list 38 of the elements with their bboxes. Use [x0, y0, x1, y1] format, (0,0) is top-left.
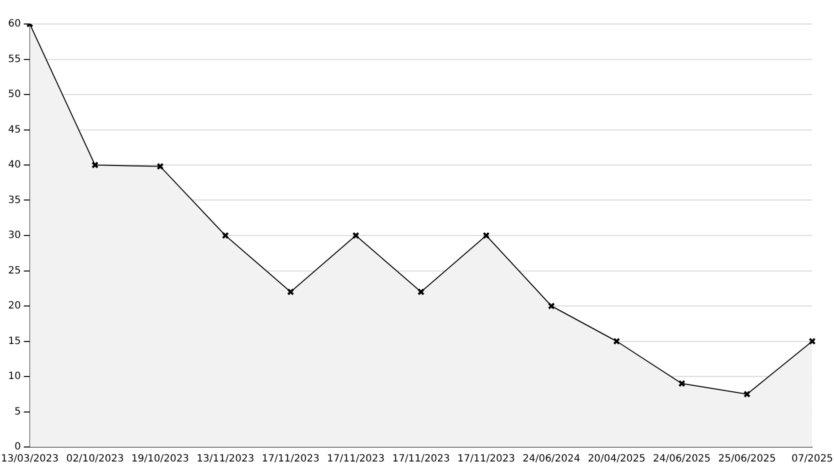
x-tick-label: 20/04/2025 [588, 454, 646, 465]
y-tick-label: 15 [8, 336, 21, 347]
point [287, 288, 294, 296]
y-tick-label: 5 [14, 406, 21, 418]
point [743, 390, 751, 398]
point [222, 232, 229, 240]
x-tick-label: 07/2025 [791, 454, 833, 465]
point [482, 232, 490, 240]
x-tick-label: 02/10/2023 [66, 454, 124, 465]
y-tick-label: 50 [8, 89, 21, 100]
x-tick-label: 25/06/2025 [718, 454, 776, 465]
y-tick-label: 10 [8, 371, 21, 382]
point [678, 380, 686, 388]
x-tick-label: 24/06/2024 [522, 454, 580, 465]
y-tick-label: 30 [8, 230, 21, 242]
y-tick-label: 55 [8, 54, 21, 65]
y-tick-label: 0 [14, 442, 21, 453]
x-tick-label: 17/11/2023 [457, 454, 516, 465]
point [808, 338, 816, 345]
point [91, 161, 99, 169]
point [156, 162, 164, 170]
x-tick-label: 19/10/2023 [131, 454, 190, 465]
y-tick-label: 40 [8, 160, 21, 171]
point [613, 338, 620, 345]
x-tick-label: 17/11/2023 [262, 454, 320, 465]
y-tick-label: 20 [8, 300, 21, 312]
y-tick-label: 25 [8, 265, 21, 276]
x-tick-label: 24/06/2025 [653, 454, 711, 465]
point [352, 232, 360, 240]
x-tick-label: 13/03/2023 [1, 454, 59, 465]
y-tick-label: 60 [8, 18, 21, 30]
point [548, 302, 555, 310]
y-tick-label: 35 [8, 194, 21, 206]
x-tick-label: 17/11/2023 [392, 454, 450, 465]
x-tick-label: 13/11/2023 [196, 454, 254, 465]
y-tick-label: 45 [8, 124, 21, 136]
x-tick-label: 17/11/2023 [327, 454, 385, 465]
point [417, 288, 425, 296]
